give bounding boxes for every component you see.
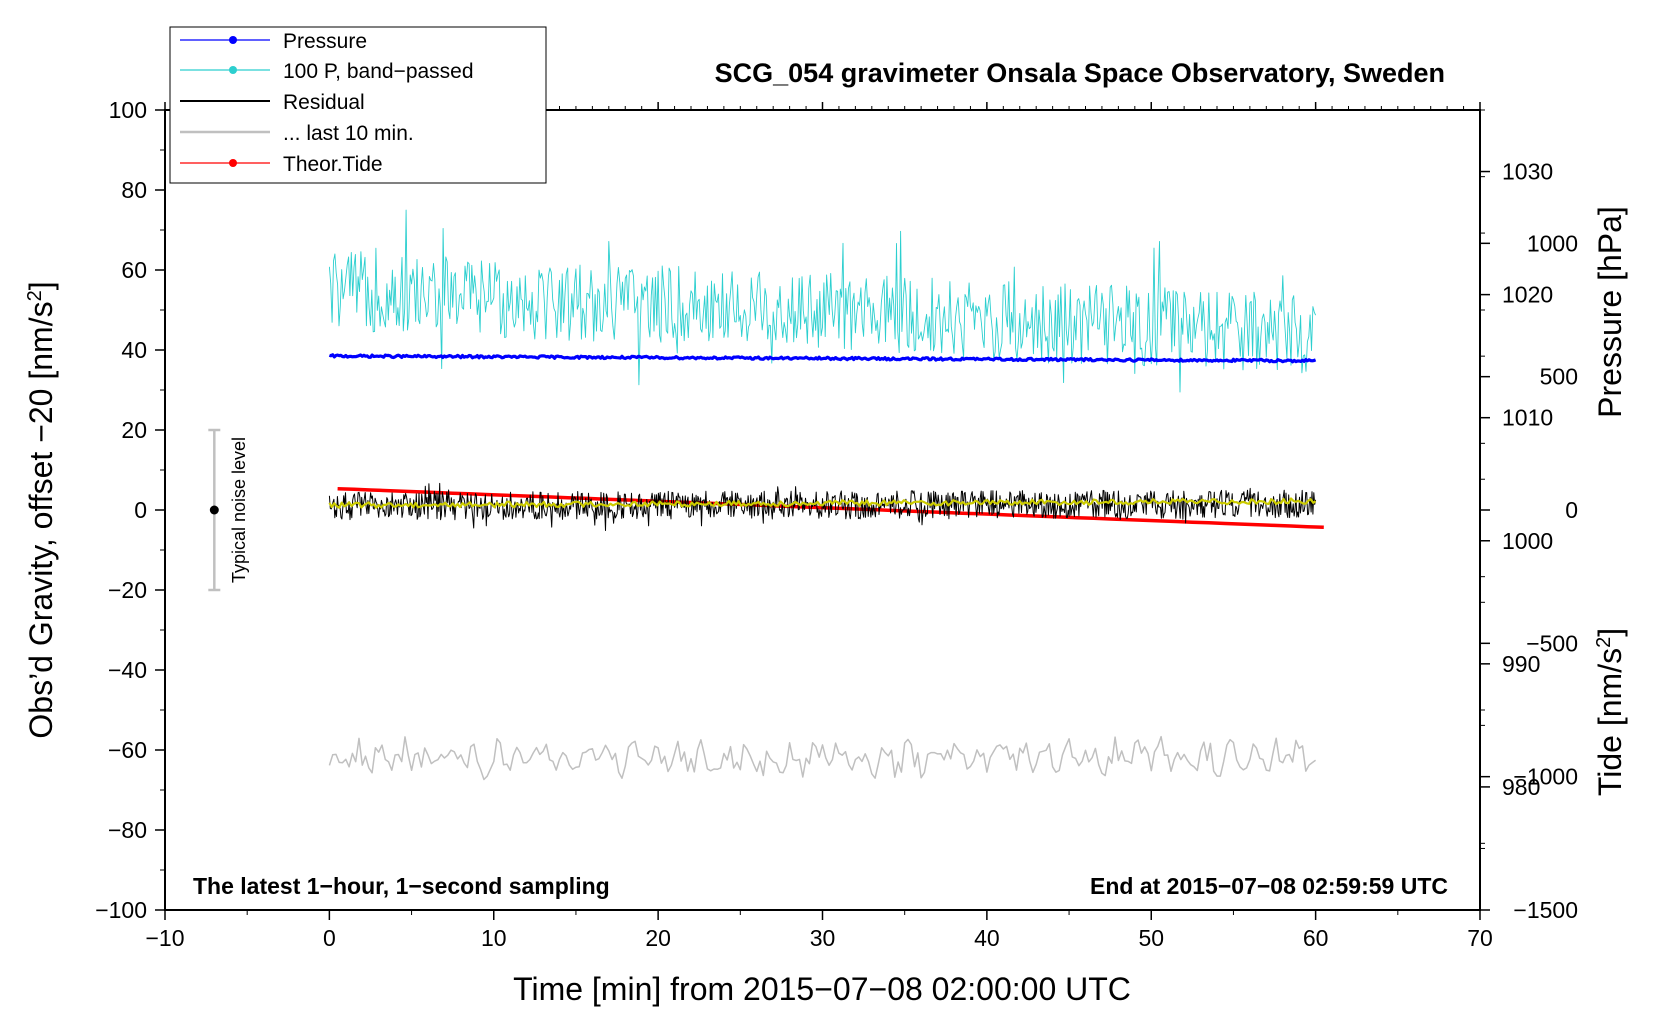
- pressure-tick-label: 1020: [1502, 282, 1553, 308]
- y-tick-label: −60: [108, 737, 147, 763]
- x-tick-label: −10: [145, 925, 184, 951]
- y-axis-label-left-text: Obs’d Gravity, offset −20 [nm/s: [23, 301, 59, 738]
- legend-label-last-10-min: ... last 10 min.: [283, 122, 414, 145]
- legend: Pressure 100 P, band−passed Residual ...…: [169, 26, 547, 184]
- y-tick-label: −20: [108, 577, 147, 603]
- x-axis-label: Time [min] from 2015−07−08 02:00:00 UTC: [513, 971, 1131, 1007]
- legend-label-theor-tide: Theor.Tide: [283, 153, 383, 176]
- pressure-tick-label: 1030: [1502, 159, 1553, 185]
- tide-axis-label-sup: 2: [1593, 637, 1615, 648]
- tide-tick-label: 0: [1565, 497, 1578, 523]
- y-tick-label: −100: [95, 897, 147, 923]
- legend-item-residual: Residual: [180, 91, 365, 114]
- noise-label: Typical noise level: [229, 437, 249, 583]
- x-tick-label: 70: [1467, 925, 1493, 951]
- plot-frame: [164, 109, 1481, 911]
- tide-axis-label: Tide [nm/s2]: [1592, 628, 1628, 796]
- pressure-tick-label: 980: [1502, 774, 1540, 800]
- tide-tick-label: 1000: [1527, 230, 1578, 256]
- y-tick-label: 0: [134, 497, 147, 523]
- tide-axis-label-end: ]: [1592, 628, 1628, 637]
- legend-item-theor-tide: Theor.Tide: [180, 153, 383, 176]
- pressure-axis: 1030 1020 1010 1000 990 980: [1480, 109, 1553, 849]
- tide-axis-label-text: Tide [nm/s: [1592, 648, 1628, 796]
- legend-label-band-passed: 100 P, band−passed: [283, 60, 474, 83]
- tide-tick-label: −1500: [1513, 897, 1578, 923]
- x-tick-label: 40: [974, 925, 1000, 951]
- x-tick-label: 50: [1138, 925, 1164, 951]
- x-tick-label: 10: [481, 925, 507, 951]
- y-axis-label-left-sup: 2: [24, 290, 46, 301]
- y-axis-left: 100 80 60 40 20 0 −20 −40 −60 −80 −100: [95, 97, 165, 923]
- series-line: [328, 209, 1317, 393]
- end-time-note: End at 2015−07−08 02:59:59 UTC: [1090, 873, 1448, 899]
- series-line: [328, 497, 1317, 509]
- y-tick-label: 80: [121, 177, 147, 203]
- pressure-tick-label: 990: [1502, 651, 1540, 677]
- tide-axis: 1000 500 0 −500 −1000 −1500: [1480, 176, 1578, 923]
- tide-tick-label: −500: [1526, 630, 1578, 656]
- legend-marker-pressure: [229, 36, 237, 44]
- x-tick-label: 0: [323, 925, 336, 951]
- y-tick-label: 60: [121, 257, 147, 283]
- x-tick-label: 30: [810, 925, 836, 951]
- y-axis-label-left-end: ]: [23, 281, 59, 290]
- x-tick-label: 60: [1303, 925, 1329, 951]
- legend-item-band-passed: 100 P, band−passed: [180, 60, 474, 83]
- noise-bar: [208, 428, 221, 592]
- tide-tick-label: −1000: [1513, 764, 1578, 790]
- y-tick-label: 20: [121, 417, 147, 443]
- legend-marker-band-passed: [229, 66, 237, 74]
- legend-item-pressure: Pressure: [180, 30, 367, 53]
- y-tick-label: 100: [109, 97, 147, 123]
- sampling-note: The latest 1−hour, 1−second sampling: [193, 873, 610, 899]
- series-line: [328, 482, 1317, 531]
- pressure-axis-label: Pressure [hPa]: [1592, 206, 1628, 418]
- noise-bar-center: [209, 505, 219, 515]
- series-layer: [328, 209, 1324, 781]
- tide-tick-label: 500: [1540, 364, 1578, 390]
- y-tick-label: −40: [108, 657, 147, 683]
- y-tick-label: 40: [121, 337, 147, 363]
- x-axis: −10 0 10 20 30 40 50 60 70: [145, 102, 1493, 951]
- pressure-tick-label: 1010: [1502, 405, 1553, 431]
- pressure-tick-label: 1000: [1502, 528, 1553, 554]
- series-line: [328, 735, 1317, 781]
- legend-label-residual: Residual: [283, 91, 365, 114]
- legend-label-pressure: Pressure: [283, 30, 367, 53]
- legend-item-last-10-min: ... last 10 min.: [180, 122, 414, 145]
- legend-box: [169, 26, 547, 184]
- legend-marker-theor-tide: [229, 159, 237, 167]
- y-axis-label-left: Obs’d Gravity, offset −20 [nm/s2]: [23, 281, 59, 738]
- series-line: [328, 353, 1317, 364]
- x-tick-label: 20: [645, 925, 671, 951]
- y-tick-label: −80: [108, 817, 147, 843]
- chart-title: SCG_054 gravimeter Onsala Space Observat…: [715, 58, 1445, 88]
